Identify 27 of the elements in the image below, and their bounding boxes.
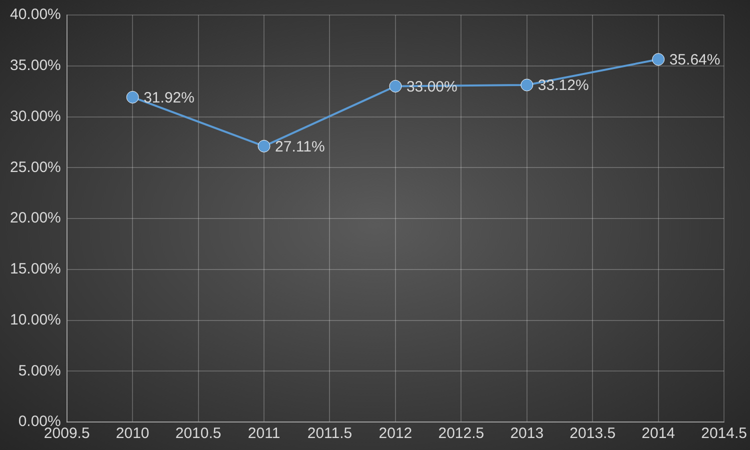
y-tick-label: 40.00% xyxy=(10,6,61,24)
x-tick-label: 2011.5 xyxy=(307,425,352,442)
point xyxy=(258,140,270,152)
point xyxy=(520,78,534,92)
point xyxy=(389,80,402,92)
x-tick-label: 2014.5 xyxy=(701,425,748,442)
y-tick-label: 25.00% xyxy=(10,158,61,176)
x-tick-label: 2013.5 xyxy=(570,425,616,442)
data-label: 31.92% xyxy=(144,89,194,106)
x-tick-label: 2013 xyxy=(510,425,544,442)
data-label: 35.64% xyxy=(669,52,720,69)
x-tick-label: 2011 xyxy=(248,425,280,442)
x-tick-label: 2012 xyxy=(378,425,412,442)
data-label: 27.11% xyxy=(275,138,325,156)
x-tick-label: 2010.5 xyxy=(175,425,222,442)
point xyxy=(126,90,139,104)
y-tick-label: 30.00% xyxy=(10,108,61,125)
y-tick-label: 5.00% xyxy=(18,362,61,380)
y-tick-label: 15.00% xyxy=(10,260,61,278)
y-tick-label: 35.00% xyxy=(10,57,61,74)
y-tick-label: 20.00% xyxy=(10,210,61,227)
point xyxy=(652,53,665,66)
x-tick-label: 2012.5 xyxy=(438,425,484,442)
x-tick-label: 2010 xyxy=(116,425,150,442)
y-tick-label: 10.00% xyxy=(10,311,61,328)
data-label: 33.12% xyxy=(538,77,589,94)
x-tick-label: 2014 xyxy=(642,425,676,442)
